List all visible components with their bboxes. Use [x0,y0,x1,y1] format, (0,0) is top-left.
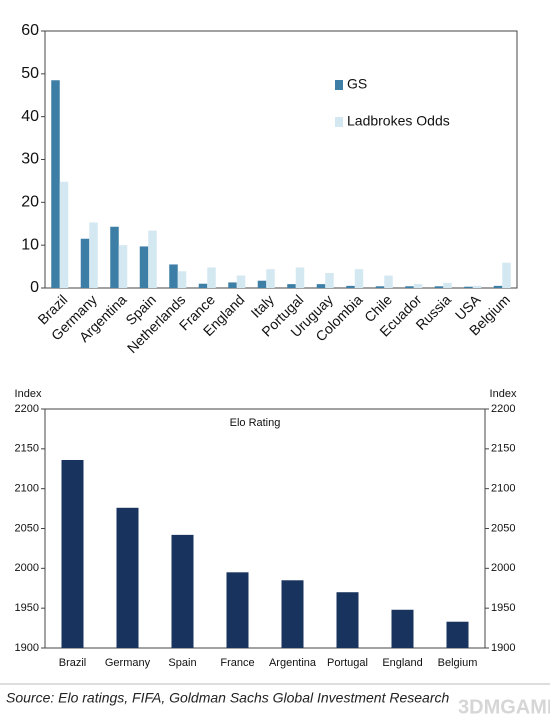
bar [257,280,267,288]
bar [148,230,157,288]
legend-swatch [335,80,343,90]
bar [51,80,60,288]
bar [236,275,246,288]
x-tick-label: Belgium [438,657,478,669]
bar [354,269,364,288]
y-tick-label: 2000 [15,562,39,574]
bar [61,459,84,648]
y2-tick-label: 1950 [491,602,515,614]
x-tick-label: England [382,657,422,669]
y-tick-label: 0 [30,279,39,296]
bar [493,285,503,288]
bar [472,285,482,288]
x-tick-label: Portugal [327,657,368,669]
bar [226,572,249,648]
x-tick-label: France [220,657,254,669]
y2-axis-label: Index [490,388,517,400]
bar [446,621,469,648]
bar [464,286,473,288]
bar [169,264,178,288]
y-axis-label: Index [15,388,42,400]
y2-tick-label: 2150 [491,443,515,455]
y2-tick-label: 2200 [491,403,515,415]
bar [171,534,194,648]
y-tick-label: 20 [21,194,39,211]
y-tick-label: 30 [21,151,39,168]
x-tick-label: Argentina [269,657,317,669]
bar [80,238,90,288]
legend-label: GS [347,76,367,92]
bar [502,262,511,288]
legend-swatch [335,117,343,127]
y-tick-label: 60 [21,22,39,39]
bar [89,222,98,288]
legend-label: Ladbrokes Odds [347,113,450,129]
bar [139,246,149,288]
x-tick-label: Brazil [59,657,87,669]
y2-tick-label: 2050 [491,522,515,534]
y-tick-label: 2150 [15,443,39,455]
y-tick-label: 10 [21,236,39,253]
plot-frame [44,408,486,649]
bar [118,245,128,288]
bar [316,284,326,288]
y-tick-label: 40 [21,108,39,125]
watermark: 3DMGAME [458,696,550,718]
y-tick-label: 2050 [15,522,39,534]
bar [281,580,304,648]
y2-tick-label: 2100 [491,483,515,495]
y-tick-label: 1950 [15,602,39,614]
y-tick-label: 1900 [15,642,39,654]
y-tick-label: 50 [21,65,39,82]
bar [287,284,296,288]
y2-tick-label: 2000 [491,562,515,574]
bar [177,271,187,288]
source: Source: Elo ratings, FIFA, Goldman Sachs… [6,690,449,706]
y-tick-label: 2100 [15,483,39,495]
bar [228,282,237,288]
y2-tick-label: 1900 [491,642,515,654]
bar [434,286,444,288]
bar [405,286,414,288]
bar [295,267,305,288]
bar [116,507,139,648]
bar [336,592,359,648]
bar [413,284,423,288]
bar [346,285,355,288]
bar [266,269,275,288]
bar [207,267,216,288]
bar [110,226,119,288]
x-tick-label: Spain [168,657,196,669]
chart-title: Elo Rating [230,417,281,429]
bar [198,283,208,288]
bar [59,181,69,288]
bar [391,609,414,648]
bar [375,286,385,288]
bar [325,273,334,288]
x-tick-label: Germany [105,657,151,669]
bar [384,275,393,288]
bar [443,282,452,288]
y-tick-label: 2200 [15,403,39,415]
